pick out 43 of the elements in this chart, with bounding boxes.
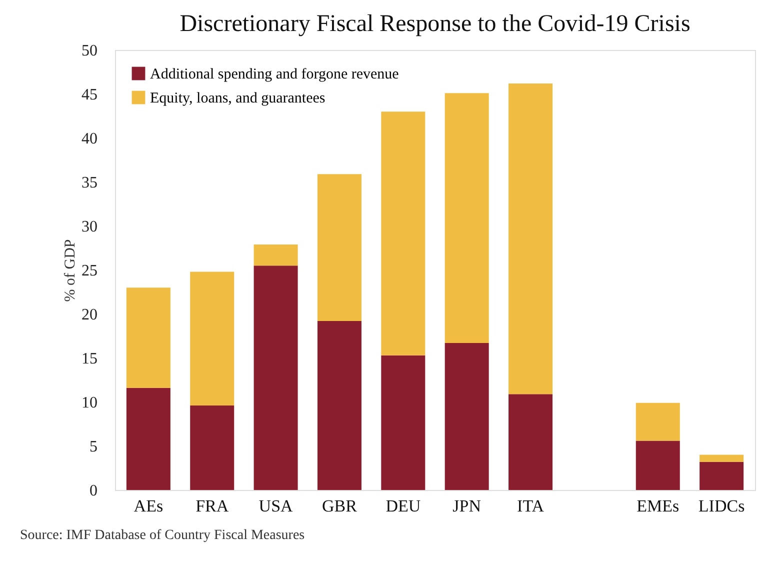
x-tick-label: EMEs xyxy=(636,496,680,516)
y-tick-label: 10 xyxy=(82,394,98,412)
bar xyxy=(700,462,744,490)
chart-title: Discretionary Fiscal Response to the Covid-19 Crisis xyxy=(180,11,690,37)
bar xyxy=(317,321,362,490)
y-tick-label: 30 xyxy=(82,218,98,236)
y-tick-label: 5 xyxy=(90,438,98,456)
y-tick-label: 35 xyxy=(82,174,98,192)
y-tick-label: 20 xyxy=(82,306,98,324)
bar xyxy=(636,402,680,441)
x-tick-label: DEU xyxy=(386,496,421,516)
y-tick-label: 45 xyxy=(82,86,98,104)
y-axis-title: % of GDP xyxy=(62,239,78,302)
x-tick-label: ITA xyxy=(517,496,545,516)
bar xyxy=(381,355,426,490)
y-tick-label: 50 xyxy=(82,42,98,60)
bar xyxy=(444,343,489,490)
x-tick-label: AEs xyxy=(134,496,164,516)
bar xyxy=(444,93,489,344)
x-tick-label: USA xyxy=(258,496,294,516)
bar xyxy=(254,266,298,490)
bar xyxy=(190,406,234,490)
bar xyxy=(254,244,298,266)
x-tick-label: FRA xyxy=(196,496,230,516)
y-tick-label: 0 xyxy=(90,482,98,500)
x-tick-label: GBR xyxy=(322,496,358,516)
y-tick-label: 15 xyxy=(82,350,98,368)
bar xyxy=(317,174,362,322)
bar xyxy=(190,272,234,406)
x-tick-label: JPN xyxy=(452,496,482,516)
bar xyxy=(126,388,170,490)
bar xyxy=(381,112,426,356)
x-tick-label: LIDCs xyxy=(698,496,745,516)
legend-label: Equity, loans, and guarantees xyxy=(150,90,326,106)
bar xyxy=(636,440,680,490)
bar xyxy=(126,288,170,388)
bar xyxy=(508,83,553,394)
legend-label: Additional spending and forgone revenue xyxy=(150,66,400,82)
source-note: Source: IMF Database of Country Fiscal Measures xyxy=(20,528,305,543)
bar xyxy=(508,394,553,490)
bar xyxy=(700,454,744,462)
y-tick-label: 40 xyxy=(82,130,98,148)
y-tick-label: 25 xyxy=(82,262,98,280)
